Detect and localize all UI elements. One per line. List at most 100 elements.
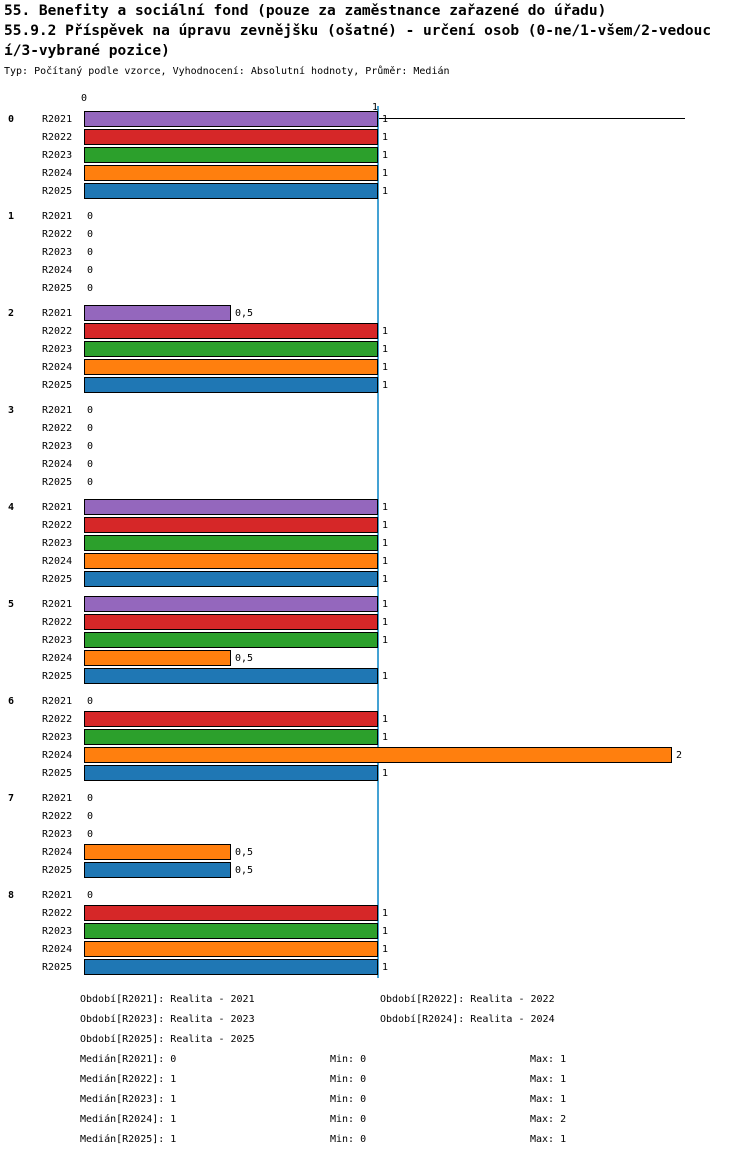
bar-value-label: 0 (87, 265, 94, 276)
bar-value-label: 1 (382, 556, 389, 567)
bar-value-label: 1 (382, 671, 389, 682)
bar-group6-R2023 (84, 729, 378, 745)
group-label: 0 (8, 114, 15, 125)
series-row-label: R2021 (42, 890, 73, 901)
series-row-label: R2021 (42, 405, 73, 416)
bar-value-label: 0,5 (235, 847, 254, 858)
series-row-label: R2022 (42, 811, 73, 822)
bar-value-label: 0,5 (235, 308, 254, 319)
bar-value-label: 1 (382, 132, 389, 143)
bar-group2-R2024 (84, 359, 378, 375)
bar-value-label: 1 (382, 635, 389, 646)
group-label: 2 (8, 308, 15, 319)
group-label: 4 (8, 502, 15, 513)
legend-period-label: Období[R2023]: Realita - 2023 (80, 1014, 255, 1025)
bar-value-label: 1 (382, 380, 389, 391)
series-row-label: R2023 (42, 150, 73, 161)
bar-value-label: 1 (382, 926, 389, 937)
bar-group4-R2023 (84, 535, 378, 551)
series-row-label: R2021 (42, 696, 73, 707)
legend-median-label: Medián[R2021]: 0 (80, 1054, 177, 1065)
legend-median-label: Medián[R2025]: 1 (80, 1134, 177, 1145)
bar-group5-R2023 (84, 632, 378, 648)
bar-value-label: 0 (87, 423, 94, 434)
bar-value-label: 0,5 (235, 865, 254, 876)
bar-group2-R2022 (84, 323, 378, 339)
legend-max-label: Max: 1 (530, 1074, 567, 1085)
bar-group6-R2022 (84, 711, 378, 727)
bar-value-label: 1 (382, 186, 389, 197)
bar-value-label: 0 (87, 477, 94, 488)
series-row-label: R2022 (42, 229, 73, 240)
bar-group5-R2025 (84, 668, 378, 684)
legend-median-label: Medián[R2023]: 1 (80, 1094, 177, 1105)
bar-value-label: 1 (382, 574, 389, 585)
legend-period-label: Období[R2025]: Realita - 2025 (80, 1034, 255, 1045)
bar-group7-R2025 (84, 862, 231, 878)
series-row-label: R2025 (42, 477, 73, 488)
bar-value-label: 1 (382, 768, 389, 779)
legend-max-label: Max: 1 (530, 1054, 567, 1065)
axis-median-label: 1 (372, 102, 379, 113)
series-row-label: R2022 (42, 132, 73, 143)
bar-group8-R2022 (84, 905, 378, 921)
series-row-label: R2024 (42, 265, 73, 276)
series-row-label: R2022 (42, 423, 73, 434)
series-row-label: R2021 (42, 793, 73, 804)
top-axis-line (84, 118, 685, 119)
axis-origin-label: 0 (81, 93, 88, 104)
bar-group4-R2021 (84, 499, 378, 515)
series-row-label: R2025 (42, 962, 73, 973)
bar-group8-R2025 (84, 959, 378, 975)
bar-value-label: 1 (382, 114, 389, 125)
series-row-label: R2022 (42, 714, 73, 725)
series-row-label: R2022 (42, 326, 73, 337)
bar-value-label: 1 (382, 150, 389, 161)
bar-group8-R2023 (84, 923, 378, 939)
series-row-label: R2025 (42, 186, 73, 197)
series-row-label: R2023 (42, 732, 73, 743)
legend-period-label: Období[R2021]: Realita - 2021 (80, 994, 255, 1005)
bar-group4-R2025 (84, 571, 378, 587)
group-label: 1 (8, 211, 15, 222)
legend-max-label: Max: 2 (530, 1114, 567, 1125)
series-row-label: R2025 (42, 574, 73, 585)
legend-min-label: Min: 0 (330, 1094, 367, 1105)
bar-value-label: 0 (87, 696, 94, 707)
bar-value-label: 0 (87, 229, 94, 240)
bar-value-label: 1 (382, 538, 389, 549)
group-label: 6 (8, 696, 15, 707)
series-row-label: R2024 (42, 847, 73, 858)
bar-value-label: 1 (382, 362, 389, 373)
bar-value-label: 1 (382, 502, 389, 513)
series-row-label: R2025 (42, 283, 73, 294)
bar-value-label: 0 (87, 441, 94, 452)
bar-group2-R2021 (84, 305, 231, 321)
series-row-label: R2021 (42, 308, 73, 319)
bar-value-label: 1 (382, 617, 389, 628)
bar-group4-R2024 (84, 553, 378, 569)
bar-value-label: 2 (676, 750, 683, 761)
series-row-label: R2022 (42, 520, 73, 531)
series-row-label: R2024 (42, 653, 73, 664)
bar-group5-R2024 (84, 650, 231, 666)
series-row-label: R2024 (42, 750, 73, 761)
series-row-label: R2021 (42, 114, 73, 125)
legend-period-label: Období[R2024]: Realita - 2024 (380, 1014, 555, 1025)
bar-value-label: 1 (382, 962, 389, 973)
bar-group2-R2023 (84, 341, 378, 357)
series-row-label: R2023 (42, 635, 73, 646)
bar-value-label: 0 (87, 405, 94, 416)
series-row-label: R2023 (42, 538, 73, 549)
series-row-label: R2024 (42, 556, 73, 567)
bar-value-label: 1 (382, 168, 389, 179)
series-row-label: R2025 (42, 865, 73, 876)
group-label: 5 (8, 599, 15, 610)
bar-value-label: 0 (87, 793, 94, 804)
bar-value-label: 0 (87, 247, 94, 258)
chart-title-line2: 55.9.2 Příspěvek na úpravu zevnějšku (oš… (4, 23, 712, 39)
bar-value-label: 0 (87, 283, 94, 294)
bar-group6-R2025 (84, 765, 378, 781)
legend-min-label: Min: 0 (330, 1074, 367, 1085)
series-row-label: R2021 (42, 211, 73, 222)
